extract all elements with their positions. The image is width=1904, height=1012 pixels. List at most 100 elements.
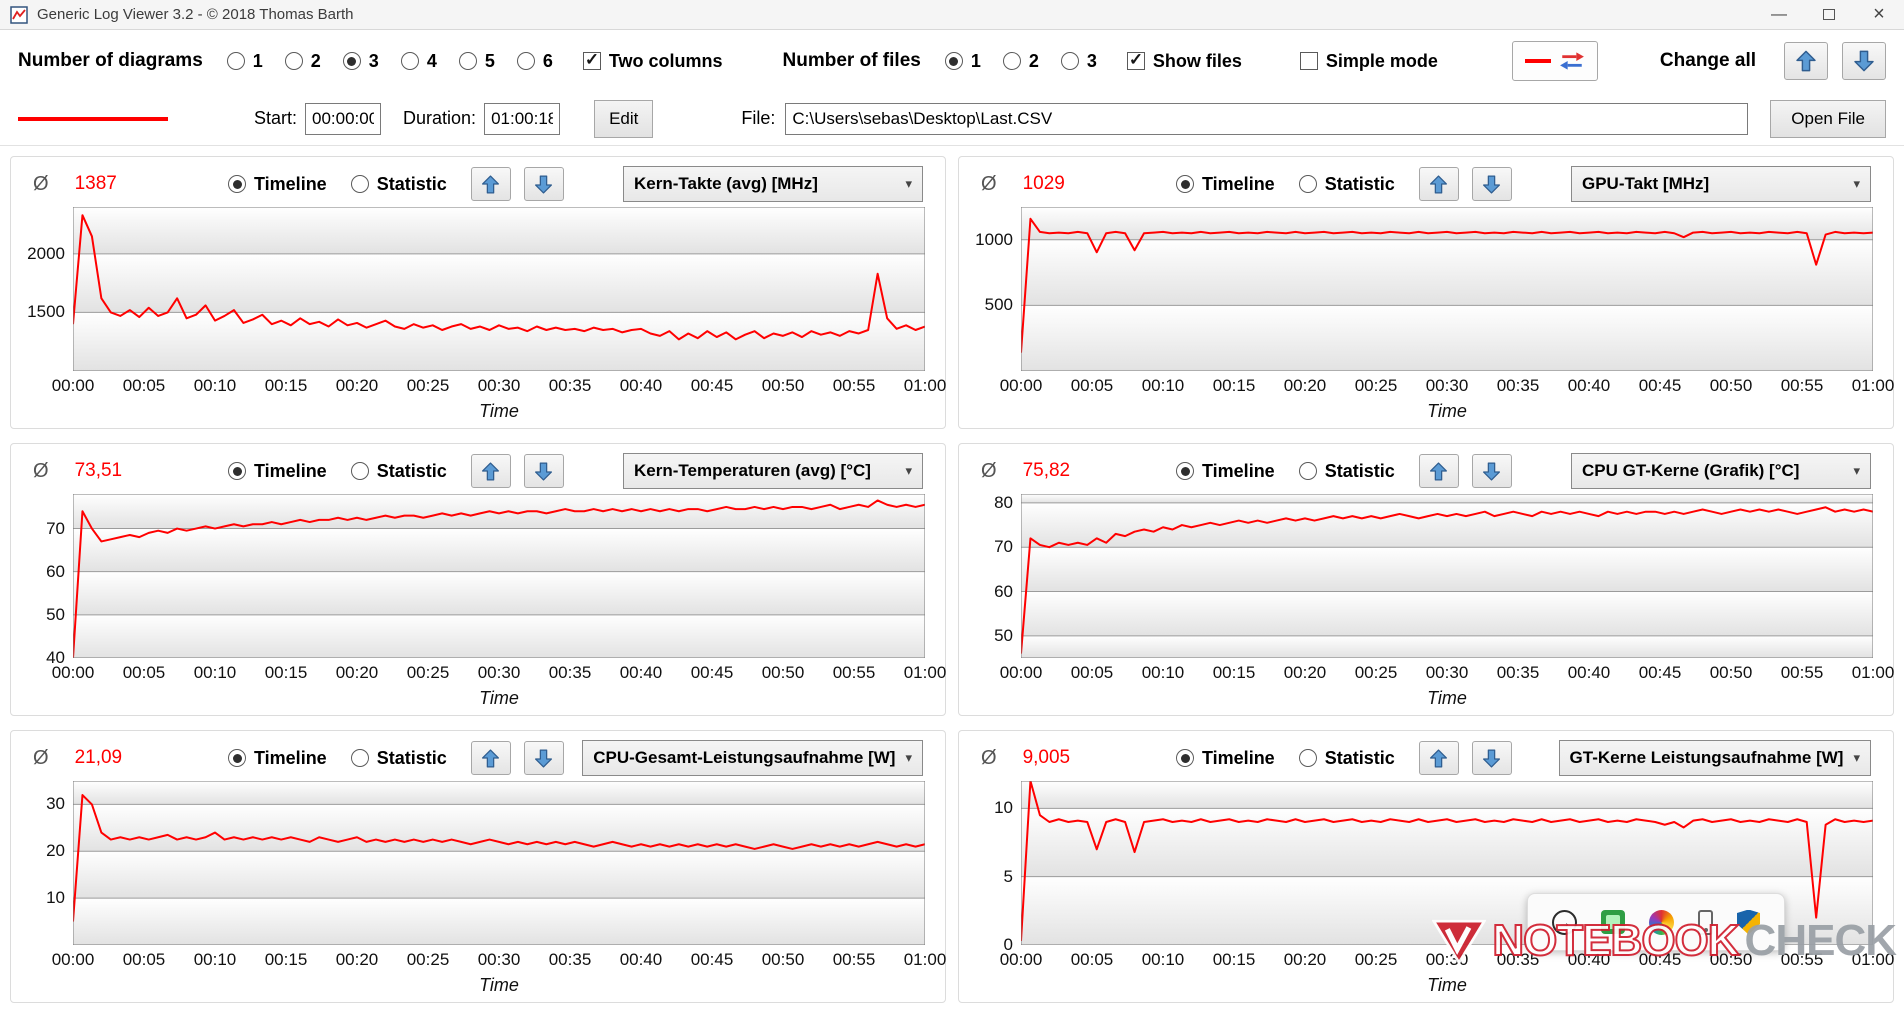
- mode-group: Timeline Statistic: [228, 748, 447, 769]
- move-down-button[interactable]: [1471, 454, 1512, 488]
- x-tick-label: 00:25: [1354, 663, 1398, 682]
- diagram-count-option-6[interactable]: 6: [516, 51, 553, 72]
- diagram-count-option-4[interactable]: 4: [400, 50, 437, 72]
- system-tray-popup: →: [1527, 893, 1785, 951]
- x-axis-labels: 00:00 00:05 00:10 00:15 00:20 00:25 00:30 00:35…: [1000, 663, 1895, 688]
- colorful-sphere-icon[interactable]: [1649, 909, 1674, 935]
- measurement-dropdown[interactable]: Kern-Takte (avg) [MHz] ▾: [623, 166, 923, 202]
- x-tick-label: 00:50: [761, 376, 805, 395]
- time-axis-label: Time: [1427, 975, 1467, 995]
- x-tick-label: 00:30: [477, 376, 521, 395]
- diagram-count-option-2[interactable]: 2: [284, 51, 321, 72]
- x-tick-label: 00:45: [690, 950, 734, 969]
- show-files-checkbox[interactable]: Show files: [1126, 50, 1242, 72]
- measurement-dropdown[interactable]: GPU-Takt [MHz] ▾: [1571, 166, 1871, 202]
- start-input[interactable]: [305, 102, 382, 135]
- y-tick-label: 50: [46, 604, 65, 624]
- measurement-dropdown[interactable]: Kern-Temperaturen (avg) [°C] ▾: [623, 453, 923, 489]
- watermark-text-check: CHECK: [1744, 916, 1897, 965]
- y-tick-label: 30: [46, 794, 65, 814]
- line-style-refresh-button[interactable]: [1511, 41, 1598, 81]
- average-group: Ø 73,51: [33, 460, 228, 483]
- statistic-label: Statistic: [1324, 747, 1395, 768]
- measurement-dropdown[interactable]: CPU-Gesamt-Leistungsaufnahme [W] ▾: [582, 740, 923, 776]
- maximize-icon: [1823, 9, 1835, 20]
- average-symbol: Ø: [33, 459, 49, 482]
- move-down-button[interactable]: [523, 454, 564, 488]
- line-chart: [1021, 207, 1873, 371]
- file-path-input[interactable]: [785, 102, 1749, 135]
- timeline-radio[interactable]: Timeline: [1176, 461, 1275, 482]
- simple-mode-checkbox[interactable]: Simple mode: [1299, 51, 1438, 72]
- edit-button[interactable]: Edit: [594, 99, 654, 138]
- timeline-label: Timeline: [1202, 460, 1275, 481]
- diagram-count-option-1[interactable]: 1: [226, 51, 263, 72]
- x-tick-label: 00:55: [1780, 950, 1824, 969]
- statistic-radio[interactable]: Statistic: [1298, 747, 1395, 769]
- x-tick-label: 00:15: [1212, 950, 1256, 969]
- x-tick-label: 00:00: [51, 950, 95, 969]
- down-arrow-icon: [535, 461, 553, 481]
- timeline-radio[interactable]: Timeline: [1176, 174, 1275, 195]
- diagram-count-option-3[interactable]: 3: [342, 51, 379, 72]
- statistic-radio[interactable]: Statistic: [350, 461, 447, 482]
- x-tick-label: 01:00: [903, 663, 947, 682]
- minimize-button[interactable]: —: [1754, 0, 1804, 29]
- duration-input[interactable]: [484, 102, 561, 135]
- mode-group: Timeline Statistic: [1176, 174, 1395, 195]
- statistic-radio[interactable]: Statistic: [350, 748, 447, 769]
- down-arrow-icon: [1483, 174, 1501, 194]
- timeline-radio[interactable]: Timeline: [228, 748, 327, 769]
- panel-arrow-group: [1418, 167, 1512, 201]
- mode-group: Timeline Statistic: [1176, 748, 1395, 769]
- chart-area: 50 60 70 80 00:00 00:05 00:10 00:15 00:20 00:25 0…: [967, 493, 1895, 713]
- move-down-button[interactable]: [523, 741, 564, 775]
- x-tick-label: 00:45: [690, 663, 734, 682]
- move-up-button[interactable]: [470, 741, 511, 775]
- two-columns-checkbox[interactable]: Two columns: [582, 50, 723, 72]
- circular-arrow-icon[interactable]: →: [1552, 909, 1577, 935]
- open-file-button[interactable]: Open File: [1770, 99, 1886, 138]
- move-down-button[interactable]: [523, 167, 564, 201]
- diagram-count-option-5[interactable]: 5: [458, 51, 495, 72]
- panel-header: Ø 1029 Timeline Statistic: [967, 161, 1885, 207]
- chevron-down-icon: ▾: [905, 750, 912, 765]
- x-tick-label: 00:25: [406, 376, 450, 395]
- file-count-option-3[interactable]: 3: [1060, 51, 1097, 72]
- change-all-down-button[interactable]: [1842, 42, 1886, 80]
- move-down-button[interactable]: [1471, 741, 1512, 775]
- move-up-button[interactable]: [1418, 167, 1459, 201]
- close-button[interactable]: ×: [1854, 0, 1904, 29]
- option-label: 4: [426, 50, 437, 71]
- file-count-option-2[interactable]: 2: [1002, 51, 1039, 72]
- move-up-button[interactable]: [1418, 741, 1459, 775]
- diagram-panel: Ø 1029 Timeline Statistic: [958, 156, 1894, 429]
- move-down-button[interactable]: [1471, 167, 1512, 201]
- maximize-button[interactable]: [1804, 0, 1854, 29]
- x-tick-label: 00:55: [832, 663, 876, 682]
- change-all-up-button[interactable]: [1784, 42, 1828, 80]
- timeline-radio[interactable]: Timeline: [228, 174, 327, 195]
- measurement-dropdown[interactable]: CPU GT-Kerne (Grafik) [°C] ▾: [1571, 453, 1871, 489]
- plot-row: 40 50 60 70: [19, 494, 937, 667]
- move-up-button[interactable]: [470, 454, 511, 488]
- files-count-label: Number of files: [782, 50, 921, 71]
- measurement-dropdown[interactable]: GT-Kerne Leistungsaufnahme [W] ▾: [1558, 740, 1871, 776]
- diagram-count-options: 1 2 3 4 5 6: [226, 50, 553, 72]
- phone-icon[interactable]: [1698, 909, 1713, 935]
- file-count-option-1[interactable]: 1: [944, 51, 981, 72]
- average-group: Ø 9,005: [981, 747, 1176, 770]
- mode-group: Timeline Statistic: [1176, 461, 1395, 482]
- timeline-radio[interactable]: Timeline: [228, 461, 327, 482]
- timeline-radio[interactable]: Timeline: [1176, 748, 1275, 769]
- defender-shield-icon[interactable]: [1737, 909, 1760, 935]
- y-axis-labels: 40 50 60 70: [19, 494, 73, 667]
- diagram-panel: Ø 73,51 Timeline Statistic: [10, 443, 946, 716]
- statistic-radio[interactable]: Statistic: [1298, 461, 1395, 482]
- move-up-button[interactable]: [1418, 454, 1459, 488]
- statistic-radio[interactable]: Statistic: [1298, 174, 1395, 195]
- statistic-radio[interactable]: Statistic: [350, 174, 447, 195]
- chart-area: 1500 2000 00:00 00:05 00:10 00:15 00:20 00:25 0…: [19, 207, 946, 426]
- green-monitor-icon[interactable]: [1601, 910, 1625, 934]
- move-up-button[interactable]: [470, 167, 511, 201]
